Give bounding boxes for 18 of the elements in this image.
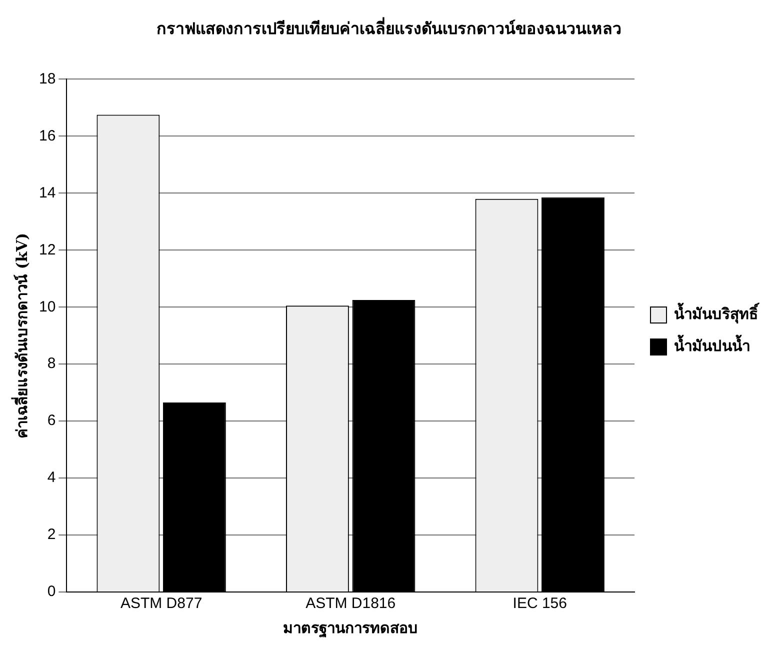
y-tick-label: 4 (47, 469, 56, 486)
x-tick-label: ASTM D877 (120, 595, 202, 612)
x-axis-title: มาตรฐานการทดสอบ (283, 618, 418, 638)
y-tick-label: 14 (38, 184, 56, 202)
y-tick-label: 12 (38, 241, 56, 258)
y-tick-label: 0 (47, 583, 56, 600)
x-tick-label: ASTM D1816 (306, 595, 396, 612)
y-tick-label: 10 (38, 298, 56, 316)
chart-title: กราฟแสดงการเปรียบเทียบค่าเฉลี่ยแรงดันเบรกดาวน์ของฉนวนเหลว (156, 16, 622, 38)
legend-label: น้ำมันบริสุทธิ์ (674, 302, 760, 324)
y-axis-title: ค่าเฉลี่ยแรงดันเบรกดาวน์ (kV) (10, 232, 31, 438)
y-tick-label: 2 (47, 526, 56, 544)
y-tick-label: 8 (47, 355, 56, 372)
legend-label: น้ำมันปนน้ำ (674, 334, 750, 355)
y-tick-label: 18 (38, 70, 56, 88)
y-tick-label: 16 (38, 127, 56, 144)
x-tick-label: IEC 156 (512, 595, 567, 612)
y-tick-label: 6 (47, 412, 56, 430)
